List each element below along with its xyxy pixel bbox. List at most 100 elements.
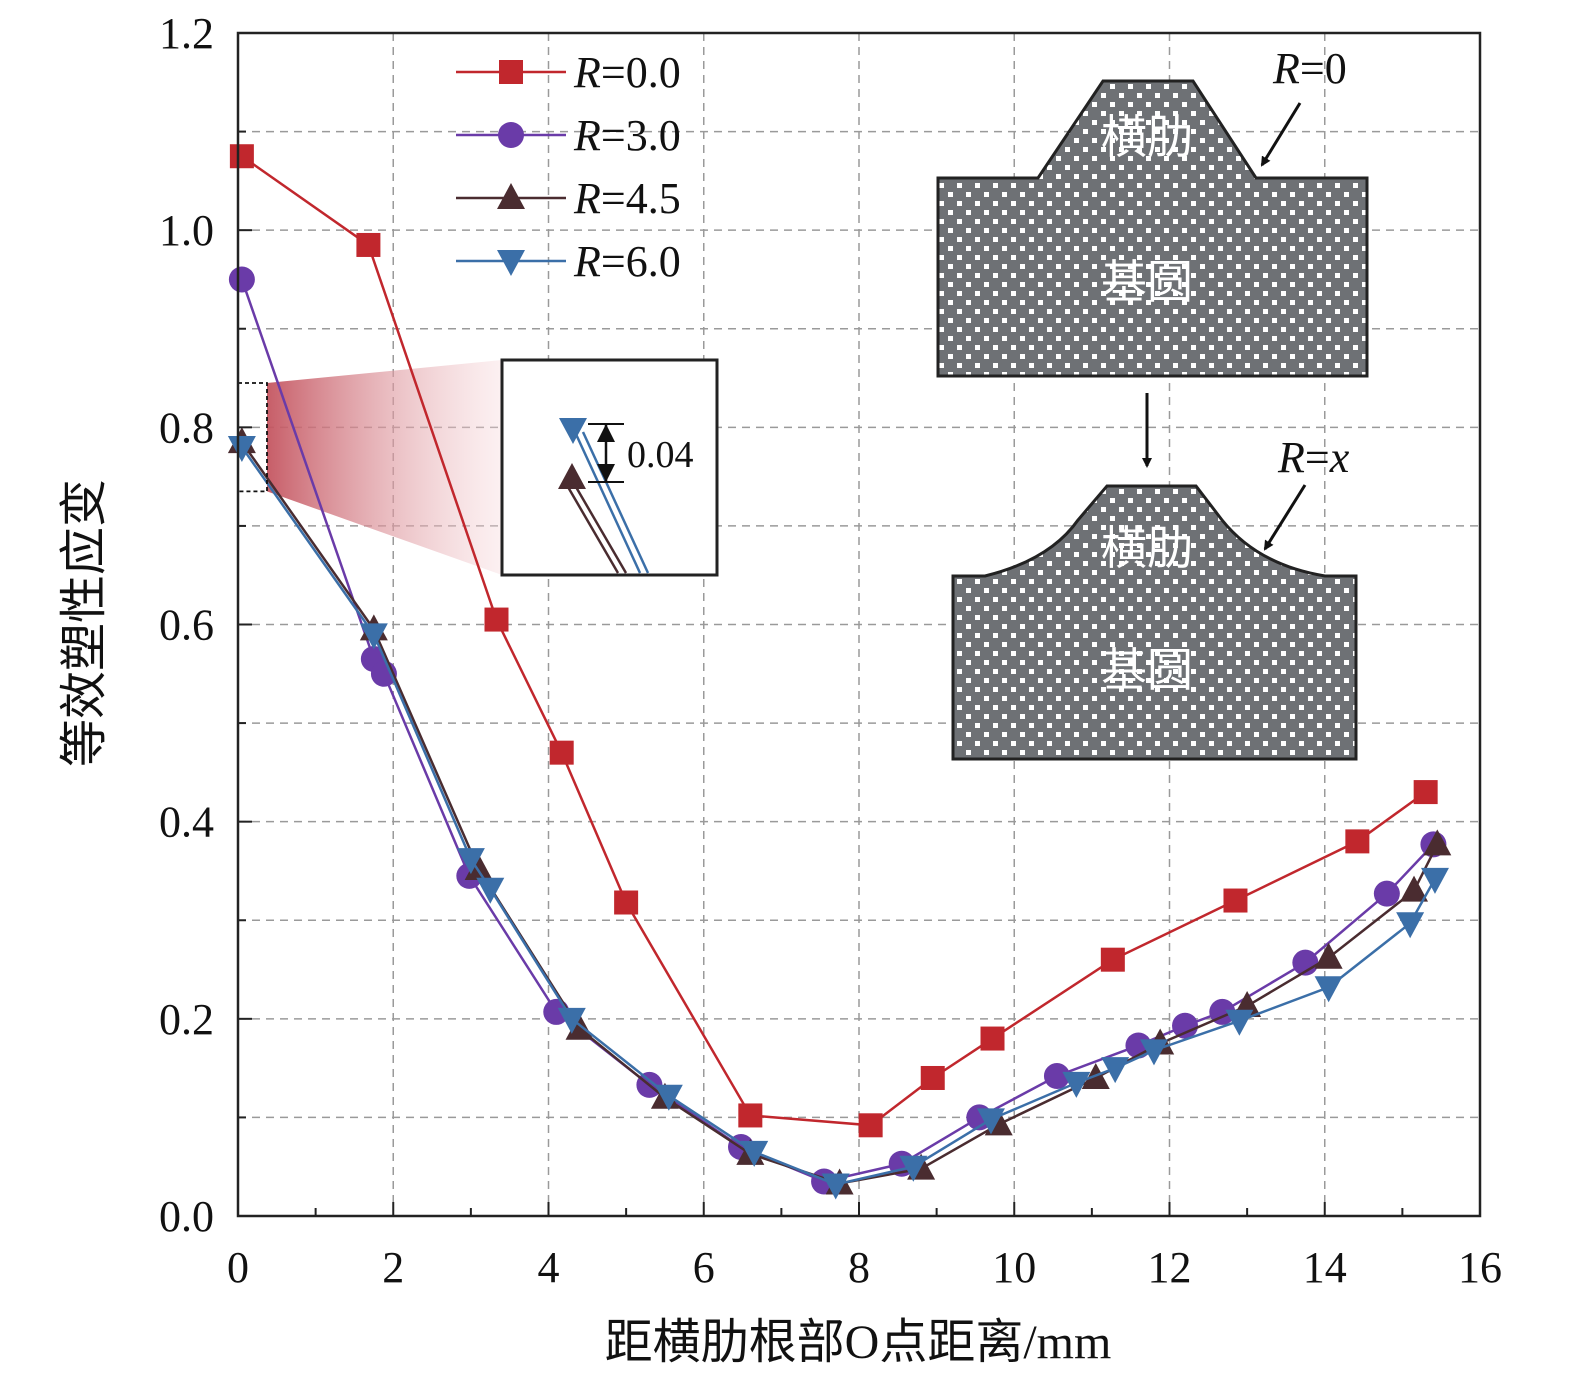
data-point-2 — [1292, 949, 1319, 976]
data-point-4 — [1225, 1009, 1254, 1036]
legend-marker — [497, 250, 525, 276]
data-point-4 — [557, 1007, 586, 1034]
data-point-1 — [614, 890, 639, 915]
legend-label: R=6.0 — [573, 237, 681, 286]
zoom-line-r6 — [573, 431, 642, 574]
zoom-line-r45b — [574, 486, 628, 574]
data-point-2 — [1172, 1012, 1199, 1039]
y-tick-label: 1.0 — [159, 206, 214, 255]
zoom-callout — [267, 360, 502, 575]
zoom-dim-arrow-up — [597, 424, 615, 442]
x-tick-label: 12 — [1148, 1243, 1192, 1292]
data-point-4 — [1062, 1071, 1091, 1098]
legend-label: R=0.0 — [573, 48, 681, 97]
series-layer: 0.04 — [227, 144, 1452, 1200]
legend-label: R=3.0 — [573, 111, 681, 160]
data-point-1 — [549, 740, 574, 765]
legend-marker — [499, 60, 523, 84]
y-tick-label: 1.2 — [159, 9, 214, 58]
root-arrow-bottom — [1263, 484, 1307, 551]
data-point-4 — [1396, 912, 1425, 939]
x-tick-label: 10 — [992, 1243, 1036, 1292]
rib-label-top: 横肋 — [1101, 112, 1193, 163]
data-point-4 — [456, 848, 485, 875]
data-point-1 — [858, 1113, 883, 1138]
x-tick-label: 8 — [848, 1243, 870, 1292]
data-point-1 — [1345, 829, 1370, 854]
data-point-4 — [821, 1173, 850, 1200]
rib-label-bottom: 横肋 — [1101, 523, 1193, 574]
y-tick-label: 0.0 — [159, 1192, 214, 1241]
base-label-bottom: 基圆 — [1101, 645, 1193, 696]
data-point-4 — [1420, 867, 1449, 894]
data-point-4 — [1314, 976, 1343, 1003]
zoom-line-r6b — [581, 431, 650, 574]
x-axis-title: 距横肋根部O点距离/mm — [605, 1316, 1112, 1369]
data-point-4 — [976, 1108, 1005, 1135]
data-point-2 — [1043, 1063, 1070, 1090]
shape-label-r0: R=0 — [1272, 44, 1347, 93]
data-point-1 — [484, 607, 509, 632]
legend-item-2: R=3.0 — [456, 111, 681, 160]
root-arrow-top — [1260, 102, 1302, 167]
legend-label: R=4.5 — [573, 174, 681, 223]
x-tick-label: 16 — [1458, 1243, 1502, 1292]
y-tick-label: 0.2 — [159, 995, 214, 1044]
x-tick-label: 0 — [227, 1243, 249, 1292]
rib-shape-sharp — [936, 79, 1369, 378]
y-tick-label: 0.8 — [159, 403, 214, 452]
x-tick-label: 2 — [382, 1243, 404, 1292]
legend-marker — [497, 183, 525, 209]
legend-marker — [498, 122, 524, 148]
data-point-1 — [1223, 888, 1248, 913]
data-point-4 — [476, 877, 505, 904]
data-point-4 — [359, 623, 388, 650]
zoom-line-r45 — [566, 486, 620, 574]
x-tick-label: 6 — [693, 1243, 715, 1292]
data-point-4 — [1101, 1057, 1130, 1084]
x-tick-label: 14 — [1303, 1243, 1347, 1292]
series-1 — [229, 144, 1438, 1138]
data-point-2 — [1373, 880, 1400, 907]
data-point-2 — [228, 266, 255, 293]
data-point-1 — [920, 1065, 945, 1090]
base-label-top: 基圆 — [1101, 257, 1193, 308]
x-tick-label: 4 — [538, 1243, 560, 1292]
series-4 — [227, 436, 1449, 1200]
data-point-3 — [565, 1013, 594, 1040]
data-point-1 — [229, 144, 254, 169]
data-point-1 — [356, 232, 381, 257]
y-tick-label: 0.4 — [159, 798, 214, 847]
axes: 0 2 4 6 8 10 12 14 16 0.0 0.2 0.4 0.6 0.8 1.0 1.2 — [159, 9, 1502, 1292]
data-point-1 — [738, 1103, 763, 1128]
legend-item-4: R=6.0 — [456, 237, 681, 286]
data-point-3 — [1400, 875, 1429, 902]
data-point-4 — [899, 1155, 928, 1182]
y-axis-title: 等效塑性应变 — [58, 479, 111, 767]
zoom-beam — [267, 360, 502, 575]
legend: R=0.0 R=3.0 R=4.5 R=6.0 — [456, 48, 681, 286]
y-tick-label: 0.6 — [159, 601, 214, 650]
zoom-marker-r45 — [558, 463, 586, 489]
data-point-3 — [1423, 829, 1452, 856]
zoom-value-label: 0.04 — [627, 434, 694, 476]
data-point-4 — [227, 436, 256, 463]
shape-label-rx: R=x — [1277, 433, 1350, 482]
legend-item-3: R=4.5 — [456, 174, 681, 223]
data-point-3 — [464, 853, 493, 880]
zoom-marker-r6 — [559, 418, 587, 444]
data-point-4 — [740, 1140, 769, 1167]
data-point-1 — [980, 1026, 1005, 1051]
data-point-4 — [654, 1084, 683, 1111]
zoom-dim-arrow-down — [597, 464, 615, 482]
rib-shape-rounded — [951, 484, 1358, 761]
legend-item-1: R=0.0 — [456, 48, 681, 97]
data-point-3 — [1314, 942, 1343, 969]
data-point-4 — [1139, 1039, 1168, 1066]
data-point-1 — [1100, 947, 1125, 972]
